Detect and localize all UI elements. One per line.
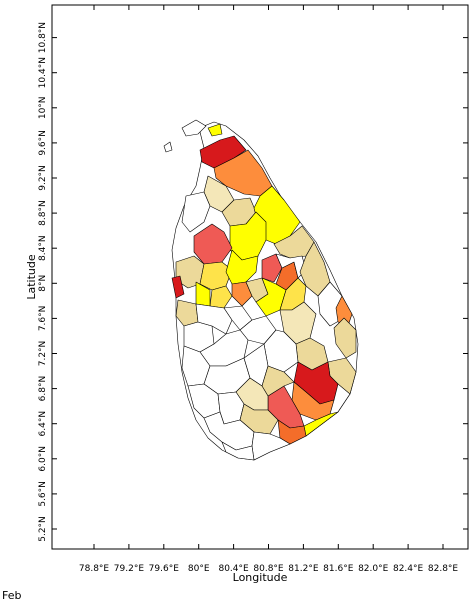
x-tick-label: 80°E	[188, 564, 210, 574]
district-north-islands	[181, 119, 207, 137]
district-orange-central-1	[231, 281, 253, 307]
x-tick-label: 82.0°E	[358, 564, 389, 574]
y-tick-label: 7.2°N	[38, 341, 48, 367]
district-north-white-2	[163, 141, 173, 153]
y-tick-label: 9.2°N	[38, 165, 48, 191]
x-tick-label: 81.6°E	[323, 564, 354, 574]
y-axis-label: Latitude	[25, 254, 38, 300]
district-mannar	[181, 191, 211, 233]
district-kalpitiya-red	[171, 275, 185, 299]
district-north-yellow	[207, 123, 223, 137]
y-tick-label: 6.0°N	[38, 446, 48, 472]
y-tick-label: 8.8°N	[38, 200, 48, 226]
district-yellow-central	[225, 249, 259, 285]
y-tick-label: 9.6°N	[38, 130, 48, 156]
district-polonnaruwa-salmon	[261, 253, 283, 283]
x-tick-label: 79.6°E	[149, 564, 180, 574]
district-yellow-central-2	[255, 277, 287, 317]
y-tick-label: 5.2°N	[38, 516, 48, 542]
y-tick-label: 6.4°N	[38, 411, 48, 437]
x-tick-label: 80.8°E	[253, 564, 284, 574]
month-label: Feb	[2, 589, 22, 602]
x-tick-label: 80.4°E	[218, 564, 249, 574]
x-tick-label: 81.2°E	[288, 564, 319, 574]
district-yellow-southeast	[303, 393, 351, 437]
x-tick-label: 82.4°E	[393, 564, 424, 574]
y-axis-ticks: 5.2°N 5.6°N 6.0°N 6.4°N 6.8°N 7.2°N 7.6°N 8°N 8.…	[38, 22, 468, 542]
y-tick-label: 8°N	[38, 275, 48, 292]
y-tick-label: 5.6°N	[38, 481, 48, 507]
y-tick-label: 10.4°N	[38, 57, 48, 88]
x-tick-label: 79.2°E	[114, 564, 145, 574]
district-puttalam-salmon	[193, 223, 233, 265]
district-white-south-5	[221, 441, 255, 461]
district-gold-1	[209, 285, 233, 309]
y-tick-label: 8.4°N	[38, 235, 48, 261]
y-tick-label: 6.8°N	[38, 376, 48, 402]
x-tick-label: 82.8°E	[428, 564, 459, 574]
y-tick-label: 10.8°N	[38, 22, 48, 53]
y-tick-label: 10°N	[38, 96, 48, 119]
y-tick-label: 7.6°N	[38, 306, 48, 332]
x-tick-label: 78.8°E	[79, 564, 110, 574]
sri-lanka-map	[163, 119, 359, 461]
x-axis-label: Longitude	[233, 571, 288, 584]
x-axis-ticks: 78.8°E 79.2°E 79.6°E 80°E 80.4°E 80.8°E 81.2°E…	[79, 5, 459, 574]
district-jaffna	[199, 135, 247, 169]
